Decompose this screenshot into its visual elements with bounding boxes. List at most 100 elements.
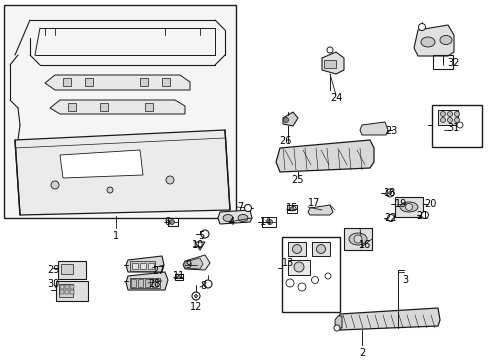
Text: 30: 30 bbox=[47, 279, 59, 289]
Text: 23: 23 bbox=[384, 126, 397, 136]
Bar bbox=[311, 242, 329, 256]
Text: 1: 1 bbox=[113, 231, 119, 241]
Bar bbox=[100, 103, 108, 111]
Circle shape bbox=[421, 211, 427, 219]
Bar bbox=[287, 260, 309, 275]
Bar bbox=[432, 55, 452, 69]
Bar bbox=[437, 110, 457, 125]
Bar bbox=[131, 279, 136, 287]
Polygon shape bbox=[126, 272, 168, 290]
Polygon shape bbox=[334, 316, 341, 328]
Circle shape bbox=[283, 117, 288, 122]
Polygon shape bbox=[337, 308, 439, 330]
Circle shape bbox=[447, 117, 451, 122]
Bar bbox=[282, 237, 339, 312]
Text: 6: 6 bbox=[163, 217, 170, 227]
Bar bbox=[262, 217, 275, 227]
Text: 12: 12 bbox=[189, 302, 202, 312]
Text: 31: 31 bbox=[446, 123, 458, 133]
Text: 2: 2 bbox=[358, 348, 365, 358]
Bar bbox=[65, 290, 69, 294]
Text: 32: 32 bbox=[446, 58, 458, 68]
Bar bbox=[58, 261, 86, 279]
Text: 11: 11 bbox=[173, 271, 185, 281]
Bar bbox=[59, 284, 73, 297]
Bar bbox=[324, 60, 335, 68]
Bar bbox=[343, 228, 371, 250]
Text: 13: 13 bbox=[282, 258, 294, 268]
Polygon shape bbox=[45, 75, 190, 90]
Polygon shape bbox=[15, 130, 229, 215]
Circle shape bbox=[169, 220, 174, 225]
Circle shape bbox=[165, 176, 174, 184]
Text: 17: 17 bbox=[307, 198, 320, 208]
Circle shape bbox=[385, 189, 393, 197]
Polygon shape bbox=[321, 52, 343, 74]
Circle shape bbox=[293, 262, 304, 272]
Circle shape bbox=[297, 283, 305, 291]
Bar bbox=[60, 290, 64, 294]
Bar bbox=[68, 103, 76, 111]
Circle shape bbox=[292, 244, 301, 253]
Circle shape bbox=[447, 112, 451, 117]
Circle shape bbox=[453, 117, 459, 122]
Ellipse shape bbox=[223, 215, 232, 221]
Polygon shape bbox=[283, 112, 297, 126]
Circle shape bbox=[201, 230, 208, 238]
Circle shape bbox=[418, 23, 425, 31]
Bar bbox=[162, 78, 170, 86]
Bar bbox=[175, 274, 183, 280]
Polygon shape bbox=[195, 242, 204, 250]
Circle shape bbox=[405, 203, 412, 211]
Bar bbox=[168, 218, 178, 226]
Bar bbox=[138, 279, 142, 287]
Text: 20: 20 bbox=[423, 199, 435, 209]
Circle shape bbox=[244, 204, 251, 211]
Text: 21: 21 bbox=[415, 211, 427, 221]
Text: 19: 19 bbox=[394, 199, 407, 209]
Circle shape bbox=[453, 112, 459, 117]
Bar bbox=[56, 281, 88, 301]
Ellipse shape bbox=[399, 202, 417, 212]
Text: 14: 14 bbox=[260, 217, 272, 227]
Polygon shape bbox=[307, 205, 332, 215]
Circle shape bbox=[440, 117, 445, 122]
Bar bbox=[130, 278, 160, 288]
Bar bbox=[63, 78, 71, 86]
Circle shape bbox=[333, 325, 339, 331]
Text: 16: 16 bbox=[358, 240, 370, 250]
Circle shape bbox=[289, 207, 293, 211]
Polygon shape bbox=[275, 140, 373, 172]
Circle shape bbox=[316, 244, 325, 253]
Polygon shape bbox=[413, 25, 453, 56]
Bar bbox=[85, 78, 93, 86]
Circle shape bbox=[440, 112, 445, 117]
Text: 7: 7 bbox=[237, 202, 243, 212]
Text: 9: 9 bbox=[184, 260, 191, 270]
Bar bbox=[130, 261, 155, 271]
Text: 3: 3 bbox=[401, 275, 407, 285]
Polygon shape bbox=[218, 210, 251, 224]
Text: 18: 18 bbox=[383, 188, 395, 198]
Text: 15: 15 bbox=[285, 203, 298, 213]
Circle shape bbox=[107, 187, 113, 193]
Bar bbox=[148, 263, 154, 269]
Bar bbox=[394, 197, 422, 217]
Text: 22: 22 bbox=[383, 213, 396, 223]
Text: 25: 25 bbox=[291, 175, 304, 185]
Circle shape bbox=[203, 280, 212, 288]
Bar bbox=[65, 285, 69, 289]
Ellipse shape bbox=[439, 36, 451, 45]
Circle shape bbox=[311, 276, 318, 284]
Circle shape bbox=[51, 181, 59, 189]
Text: 10: 10 bbox=[192, 240, 204, 250]
Circle shape bbox=[267, 220, 272, 225]
Circle shape bbox=[456, 122, 462, 128]
Text: 26: 26 bbox=[278, 136, 290, 146]
Circle shape bbox=[177, 275, 180, 279]
Polygon shape bbox=[50, 100, 184, 114]
Circle shape bbox=[285, 279, 293, 287]
Bar bbox=[140, 263, 146, 269]
Bar bbox=[132, 263, 138, 269]
Ellipse shape bbox=[420, 37, 434, 47]
